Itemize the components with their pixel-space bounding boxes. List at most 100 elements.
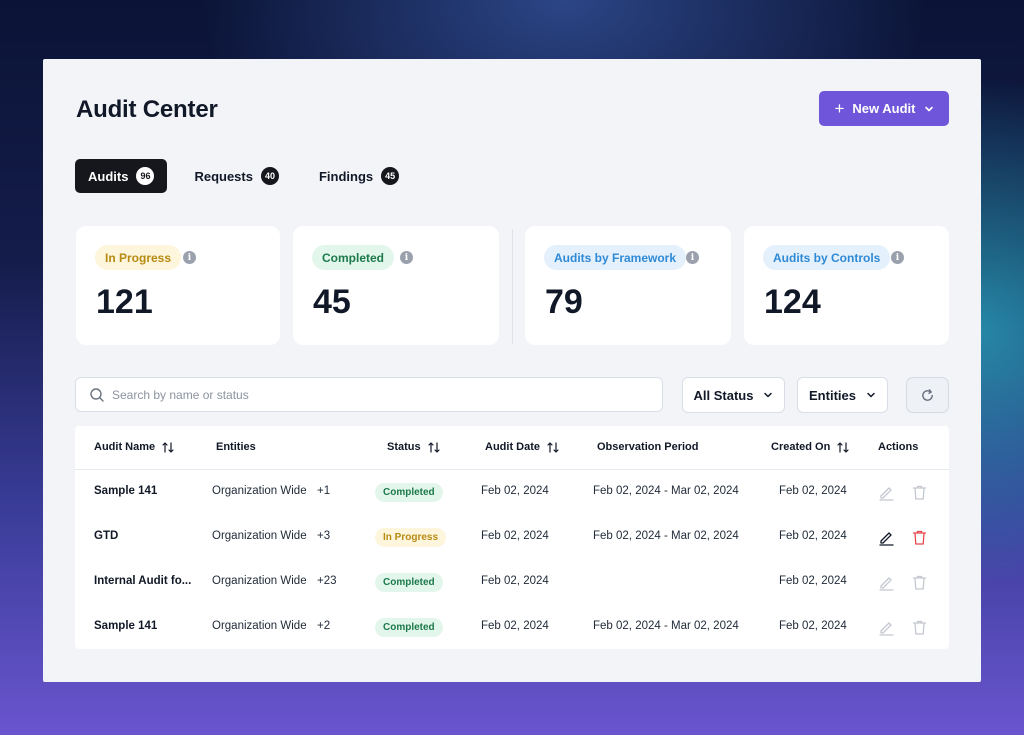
tab-label: Requests — [194, 168, 253, 184]
entities-value: Organization Wide — [212, 575, 307, 587]
created-on: Feb 02, 2024 — [779, 575, 847, 587]
audit-name[interactable]: GTD — [94, 530, 119, 542]
refresh-icon — [922, 388, 933, 401]
chevron-down-icon — [867, 392, 875, 398]
chevron-down-icon — [764, 392, 773, 398]
new-audit-button[interactable]: + New Audit — [819, 91, 949, 126]
column-title: Actions — [878, 441, 919, 453]
stat-divider — [512, 229, 513, 344]
stat-value: 45 — [313, 283, 351, 321]
stat-card-completed: Completed i 45 — [293, 226, 499, 345]
entities-filter-dropdown[interactable]: Entities — [797, 377, 888, 413]
trash-icon[interactable] — [910, 573, 928, 591]
edit-icon[interactable] — [877, 483, 895, 501]
status-badge: Completed — [375, 573, 443, 592]
stat-value: 79 — [545, 283, 583, 321]
status-filter-label: All Status — [693, 387, 754, 403]
status-badge: Completed — [375, 483, 443, 502]
tab-audits[interactable]: Audits 96 — [75, 159, 168, 193]
tab-bar: Audits 96 Requests 40 Findings 45 — [75, 159, 412, 193]
search-box[interactable] — [75, 377, 663, 412]
stat-value: 121 — [96, 283, 153, 321]
table-row[interactable]: Internal Audit fo... Organization Wide +… — [75, 560, 949, 605]
stat-label-pill: Completed — [312, 245, 395, 270]
edit-icon[interactable] — [877, 573, 895, 591]
column-header-audit-name[interactable]: Audit Name — [94, 441, 174, 453]
entities-value: Organization Wide — [212, 620, 307, 632]
search-input[interactable] — [112, 387, 652, 402]
stat-label-pill: In Progress — [95, 245, 182, 270]
column-header-audit-date[interactable]: Audit Date — [485, 441, 559, 453]
tab-label: Audits — [88, 168, 129, 184]
entities-extra-count[interactable]: +1 — [317, 485, 331, 497]
observation-period: Feb 02, 2024 - Mar 02, 2024 — [593, 620, 739, 632]
created-on: Feb 02, 2024 — [779, 620, 847, 632]
tab-count-badge: 45 — [381, 167, 400, 185]
table-row[interactable]: GTD Organization Wide +3 In Progress Feb… — [75, 515, 949, 560]
status-filter-dropdown[interactable]: All Status — [682, 377, 785, 413]
stat-value: 124 — [764, 283, 821, 321]
trash-icon[interactable] — [910, 618, 928, 636]
info-icon[interactable]: i — [891, 251, 904, 264]
column-header-status[interactable]: Status — [387, 441, 440, 453]
column-title: Created On — [771, 441, 831, 453]
created-on: Feb 02, 2024 — [779, 485, 847, 497]
sort-arrows-icon — [837, 441, 849, 453]
column-title: Audit Name — [94, 441, 156, 453]
audit-name[interactable]: Sample 141 — [94, 620, 158, 632]
entities-value: Organization Wide — [212, 530, 307, 542]
info-icon[interactable]: i — [183, 251, 196, 264]
tab-label: Findings — [318, 168, 374, 184]
refresh-button[interactable] — [906, 377, 949, 413]
column-header-entities: Entities — [216, 441, 256, 453]
tab-count-badge: 96 — [136, 167, 155, 185]
observation-period: Feb 02, 2024 - Mar 02, 2024 — [593, 485, 739, 497]
status-badge: Completed — [375, 618, 443, 637]
column-header-observation-period: Observation Period — [597, 441, 698, 453]
info-icon[interactable]: i — [686, 251, 699, 264]
sort-arrows-icon — [428, 441, 440, 453]
column-title: Observation Period — [597, 441, 699, 453]
stat-card-audits-by-controls: Audits by Controls i 124 — [744, 226, 949, 345]
table-row[interactable]: Sample 141 Organization Wide +1 Complete… — [75, 470, 949, 515]
edit-icon[interactable] — [877, 528, 895, 546]
column-header-created-on[interactable]: Created On — [771, 441, 849, 453]
tab-count-badge: 40 — [260, 167, 279, 185]
trash-icon[interactable] — [910, 483, 928, 501]
audit-name[interactable]: Sample 141 — [94, 485, 158, 497]
status-badge: In Progress — [375, 528, 447, 547]
created-on: Feb 02, 2024 — [779, 530, 847, 542]
trash-icon[interactable] — [910, 528, 928, 546]
search-icon — [90, 387, 104, 402]
tab-requests[interactable]: Requests 40 — [181, 159, 292, 193]
plus-icon: + — [834, 99, 845, 118]
entities-extra-count[interactable]: +3 — [317, 530, 331, 542]
column-title: Entities — [216, 441, 256, 453]
page-title: Audit Center — [76, 96, 218, 123]
new-audit-label: New Audit — [852, 101, 916, 116]
info-icon[interactable]: i — [400, 251, 413, 264]
observation-period: Feb 02, 2024 - Mar 02, 2024 — [593, 530, 739, 542]
sort-arrows-icon — [162, 441, 174, 453]
audit-name[interactable]: Internal Audit fo... — [94, 575, 192, 587]
audit-center-panel: Audit Center + New Audit Audits 96 Reque… — [43, 59, 981, 682]
tab-findings[interactable]: Findings 45 — [306, 159, 412, 193]
entities-filter-label: Entities — [809, 387, 856, 403]
audit-date: Feb 02, 2024 — [481, 530, 549, 542]
audits-table: Audit Name Entities Status Audit Date Ob… — [75, 426, 949, 649]
column-header-actions: Actions — [878, 441, 918, 453]
stat-card-in-progress: In Progress i 121 — [76, 226, 280, 345]
entities-value: Organization Wide — [212, 485, 307, 497]
column-title: Status — [387, 441, 421, 453]
chevron-down-icon — [924, 106, 933, 111]
audit-date: Feb 02, 2024 — [481, 620, 549, 632]
entities-extra-count[interactable]: +2 — [317, 620, 331, 632]
column-title: Audit Date — [485, 441, 540, 453]
stat-card-audits-by-framework: Audits by Framework i 79 — [525, 226, 731, 345]
table-row[interactable]: Sample 141 Organization Wide +2 Complete… — [75, 605, 949, 650]
edit-icon[interactable] — [877, 618, 895, 636]
entities-extra-count[interactable]: +23 — [317, 575, 337, 587]
audit-date: Feb 02, 2024 — [481, 575, 549, 587]
table-header: Audit Name Entities Status Audit Date Ob… — [75, 426, 949, 470]
sort-arrows-icon — [547, 441, 559, 453]
